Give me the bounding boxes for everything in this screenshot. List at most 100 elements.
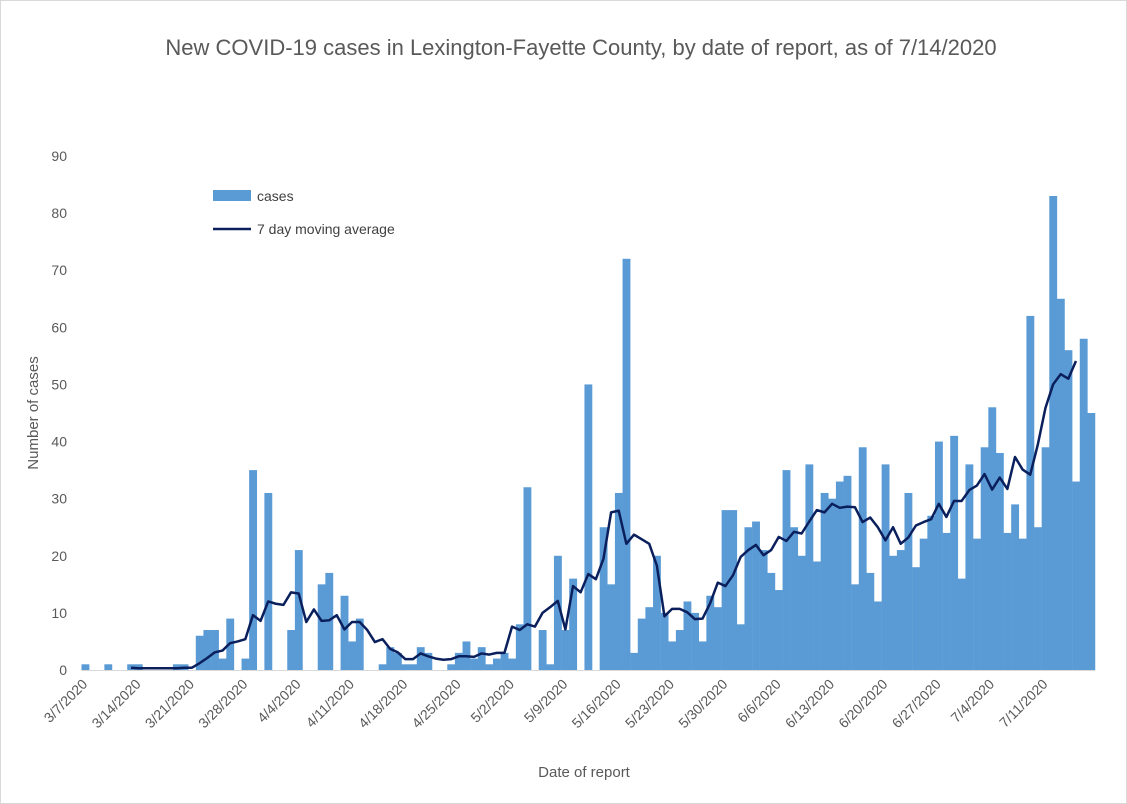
case-bar <box>317 584 326 670</box>
case-bar <box>81 664 90 670</box>
y-tick-label: 60 <box>51 319 67 335</box>
x-tick-label: 3/14/2020 <box>88 676 144 732</box>
case-bar <box>813 561 821 670</box>
case-bar <box>546 664 555 670</box>
case-bar <box>774 590 783 670</box>
case-bar <box>1026 315 1035 670</box>
case-bar <box>287 630 296 670</box>
y-tick-label: 50 <box>51 376 67 392</box>
case-bar <box>378 664 387 670</box>
case-bar <box>1003 532 1012 670</box>
case-bar <box>607 584 616 670</box>
case-bar <box>637 618 646 670</box>
case-bar <box>942 532 951 670</box>
y-tick-label: 40 <box>51 434 67 450</box>
case-bar <box>1034 527 1042 670</box>
case-bar <box>820 492 829 670</box>
x-tick-label: 7/11/2020 <box>996 676 1051 731</box>
case-bar <box>904 492 913 670</box>
case-bar <box>858 447 867 670</box>
chart-title: New COVID-19 cases in Lexington-Fayette … <box>165 35 997 60</box>
y-tick-label: 80 <box>51 205 67 221</box>
case-bar <box>470 658 479 670</box>
case-bar <box>477 647 486 670</box>
moving-average-line <box>130 360 1078 670</box>
case-bar <box>1049 195 1058 671</box>
x-tick-label: 6/13/2020 <box>782 676 838 732</box>
case-bar <box>599 527 608 670</box>
case-bar <box>698 641 707 670</box>
x-tick-label: 3/7/2020 <box>41 676 91 726</box>
y-tick-label: 20 <box>51 548 67 564</box>
case-bar <box>622 258 631 670</box>
x-axis-title: Date of report <box>538 764 631 781</box>
case-bar <box>409 664 418 670</box>
case-bar <box>691 612 699 670</box>
case-bar <box>683 601 692 670</box>
case-bar <box>919 538 928 670</box>
case-bar <box>927 515 936 670</box>
case-bar <box>561 630 570 670</box>
x-tick-label: 4/18/2020 <box>355 676 411 732</box>
case-bar <box>340 595 349 670</box>
case-bar <box>843 475 852 670</box>
case-bar <box>393 652 402 670</box>
case-bar <box>1041 447 1050 670</box>
case-bar <box>203 630 212 670</box>
case-bar <box>851 584 860 670</box>
case-bar <box>454 652 463 670</box>
case-bar <box>706 595 715 670</box>
x-tick-label: 4/11/2020 <box>303 676 358 731</box>
case-bar <box>995 452 1004 670</box>
x-tick-label: 4/4/2020 <box>254 676 304 726</box>
case-bar <box>1087 413 1096 670</box>
case-bar <box>211 630 219 670</box>
case-bar <box>401 664 410 670</box>
case-bar <box>1072 481 1081 670</box>
case-bar <box>538 630 547 670</box>
case-bar <box>889 555 898 670</box>
case-bar <box>881 464 890 670</box>
x-tick-label: 5/30/2020 <box>675 676 731 732</box>
case-bar <box>957 578 966 670</box>
case-bar <box>1011 504 1020 670</box>
case-bar <box>866 572 875 670</box>
case-bar <box>744 527 753 670</box>
y-axis-title: Number of cases <box>25 356 42 469</box>
y-tick-label: 10 <box>51 605 67 621</box>
case-bar <box>416 647 425 670</box>
case-bar <box>195 635 204 670</box>
case-bar <box>523 487 532 670</box>
y-tick-label: 0 <box>59 662 67 678</box>
case-bar <box>553 555 562 670</box>
case-bar <box>630 652 639 670</box>
case-bar <box>912 567 920 670</box>
case-bar <box>736 624 745 670</box>
x-tick-label: 4/25/2020 <box>408 676 464 732</box>
legend-swatch-cases <box>213 190 251 201</box>
case-bar <box>805 464 814 670</box>
x-tick-label: 5/9/2020 <box>521 676 571 726</box>
case-bar <box>493 658 501 670</box>
case-bar <box>515 624 524 670</box>
case-bar <box>668 641 677 670</box>
case-bar <box>218 658 227 670</box>
x-tick-label: 5/23/2020 <box>622 676 678 732</box>
x-tick-label: 5/2/2020 <box>467 676 517 726</box>
case-bar <box>249 470 258 670</box>
case-bar <box>264 492 273 670</box>
case-bar <box>104 664 113 670</box>
case-bar <box>645 607 654 670</box>
case-bar <box>569 578 578 670</box>
x-tick-label: 3/21/2020 <box>142 676 198 732</box>
case-bar <box>447 664 456 670</box>
case-bar <box>386 647 395 670</box>
case-bar <box>1056 298 1065 670</box>
case-bar <box>1064 350 1073 670</box>
case-bar <box>584 384 593 670</box>
case-bar <box>965 464 974 670</box>
case-bar <box>424 652 433 670</box>
x-tick-label: 3/28/2020 <box>195 676 251 732</box>
